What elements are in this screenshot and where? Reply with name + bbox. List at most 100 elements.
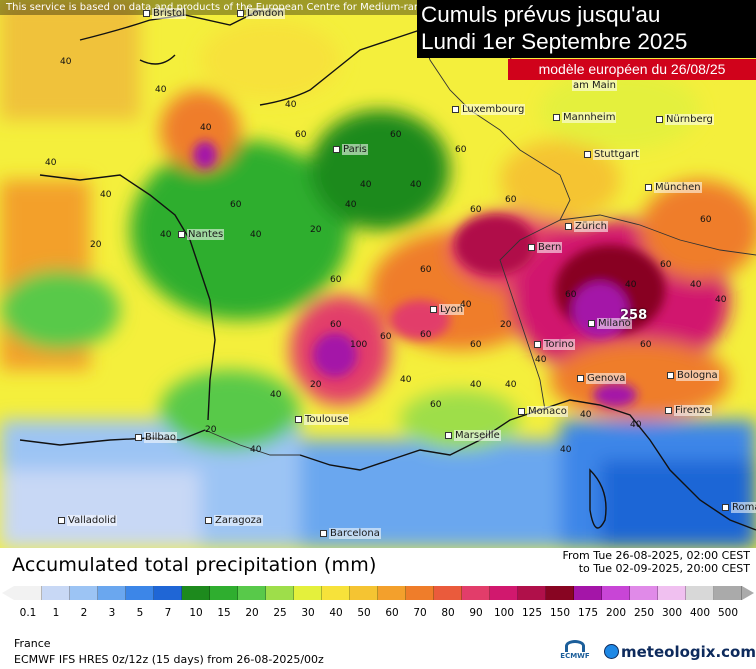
city-marker-icon — [135, 433, 142, 441]
color-swatch — [434, 586, 462, 600]
city-marker-icon — [645, 183, 652, 191]
contour-value-label: 20 — [205, 425, 217, 435]
scale-tick-label: 60 — [385, 607, 399, 619]
city-marker-icon — [178, 230, 185, 238]
color-swatch — [406, 586, 434, 600]
city-marker-icon — [445, 431, 452, 439]
color-swatch — [518, 586, 546, 600]
contour-value-label: 40 — [270, 390, 282, 400]
city-mannheim: Mannheim — [553, 112, 617, 123]
scale-tick-label: 125 — [521, 607, 543, 619]
scale-tick-label: 3 — [108, 607, 116, 619]
period-from: From Tue 26-08-2025, 02:00 CEST — [562, 549, 750, 562]
contour-value-label: 60 — [380, 332, 392, 342]
city-bologna: Bologna — [667, 370, 719, 381]
contour-value-label: 60 — [295, 130, 307, 140]
contour-value-label: 60 — [660, 260, 672, 270]
color-swatch — [350, 586, 378, 600]
contour-value-label: 40 — [470, 380, 482, 390]
color-scale-ticks: 0.1 1 2 3 5 7 10 15 20 25 30 40 50 60 70 80 90 100 125 150 1… — [14, 607, 742, 623]
contour-value-label: 60 — [420, 330, 432, 340]
scale-tick-label: 2 — [80, 607, 88, 619]
color-swatch — [210, 586, 238, 600]
scale-tick-label: 7 — [164, 607, 172, 619]
contour-value-label: 40 — [285, 100, 297, 110]
contour-value-label: 40 — [715, 295, 727, 305]
city-marker-icon — [205, 516, 212, 524]
city-valladolid: Valladolid — [58, 515, 118, 526]
city-paris: Paris — [333, 144, 368, 155]
contour-value-label: 60 — [640, 340, 652, 350]
city-bilbao: Bilbao — [135, 432, 178, 443]
globe-icon — [604, 644, 619, 659]
region-label: France — [14, 637, 51, 650]
contour-value-label: 60 — [420, 265, 432, 275]
city-zurich: Zürich — [565, 221, 608, 232]
contour-value-label: 60 — [565, 290, 577, 300]
city-nurnberg: Nürnberg — [656, 114, 714, 125]
city-lyon: Lyon — [430, 304, 465, 315]
scale-tick-label: 15 — [217, 607, 231, 619]
legend-arrow-left-icon — [2, 586, 14, 600]
city-marker-icon — [430, 305, 437, 313]
city-marker-icon — [565, 222, 572, 230]
city-marker-icon — [528, 243, 535, 251]
color-scale-bar — [14, 586, 742, 600]
city-london: London — [237, 8, 285, 19]
color-swatch — [266, 586, 294, 600]
model-info: ECMWF IFS HRES 0z/12z (15 days) from 26-… — [14, 653, 324, 666]
city-marker-icon — [588, 319, 595, 327]
color-swatch — [14, 586, 42, 600]
contour-value-label: 40 — [460, 300, 472, 310]
meteologix-logo[interactable]: meteologix.com — [604, 643, 756, 661]
color-swatch — [602, 586, 630, 600]
scale-tick-label: 20 — [245, 607, 259, 619]
scale-tick-label: 0.1 — [19, 607, 37, 619]
city-stuttgart: Stuttgart — [584, 149, 640, 160]
legend: Accumulated total precipitation (mm) Fro… — [0, 548, 756, 669]
color-swatch — [378, 586, 406, 600]
scale-tick-label: 200 — [605, 607, 627, 619]
city-munchen: München — [645, 182, 702, 193]
city-nantes: Nantes — [178, 229, 225, 240]
city-zaragoza: Zaragoza — [205, 515, 264, 526]
scale-tick-label: 150 — [549, 607, 571, 619]
city-monaco: Monaco — [518, 406, 568, 417]
contour-value-label: 40 — [250, 445, 262, 455]
color-swatch — [238, 586, 266, 600]
city-torino: Torino — [534, 339, 575, 350]
contour-value-label: 40 — [345, 200, 357, 210]
legend-title: Accumulated total precipitation (mm) — [12, 554, 377, 576]
city-marker-icon — [665, 406, 672, 414]
city-marseille: Marseille — [445, 430, 501, 441]
contour-value-label: 40 — [630, 420, 642, 430]
city-marker-icon — [58, 516, 65, 524]
contour-value-label: 40 — [690, 280, 702, 290]
contour-value-label: 60 — [230, 200, 242, 210]
color-swatch — [658, 586, 686, 600]
contour-value-label: 100 — [350, 340, 368, 350]
city-marker-icon — [722, 503, 729, 511]
contour-value-label: 40 — [410, 180, 422, 190]
scale-tick-label: 100 — [493, 607, 515, 619]
attribution-text: This service is based on data and produc… — [0, 0, 422, 15]
contour-value-label: 60 — [455, 145, 467, 155]
scale-tick-label: 10 — [189, 607, 203, 619]
scale-tick-label: 250 — [633, 607, 655, 619]
contour-value-label: 40 — [580, 410, 592, 420]
contour-value-label: 60 — [330, 320, 342, 330]
color-swatch — [126, 586, 154, 600]
scale-tick-label: 400 — [689, 607, 711, 619]
contour-value-label: 40 — [360, 180, 372, 190]
scale-tick-label: 175 — [577, 607, 599, 619]
color-swatch — [686, 586, 714, 600]
color-swatch — [546, 586, 574, 600]
city-luxembourg: Luxembourg — [452, 104, 526, 115]
city-firenze: Firenze — [665, 405, 712, 416]
scale-tick-label: 70 — [413, 607, 427, 619]
max-value-label: 258 — [620, 308, 648, 323]
contour-value-label: 60 — [330, 275, 342, 285]
forecast-title: Cumuls prévus jusqu'au Lundi 1er Septemb… — [417, 0, 756, 58]
scale-tick-label: 1 — [52, 607, 60, 619]
contour-value-label: 40 — [250, 230, 262, 240]
